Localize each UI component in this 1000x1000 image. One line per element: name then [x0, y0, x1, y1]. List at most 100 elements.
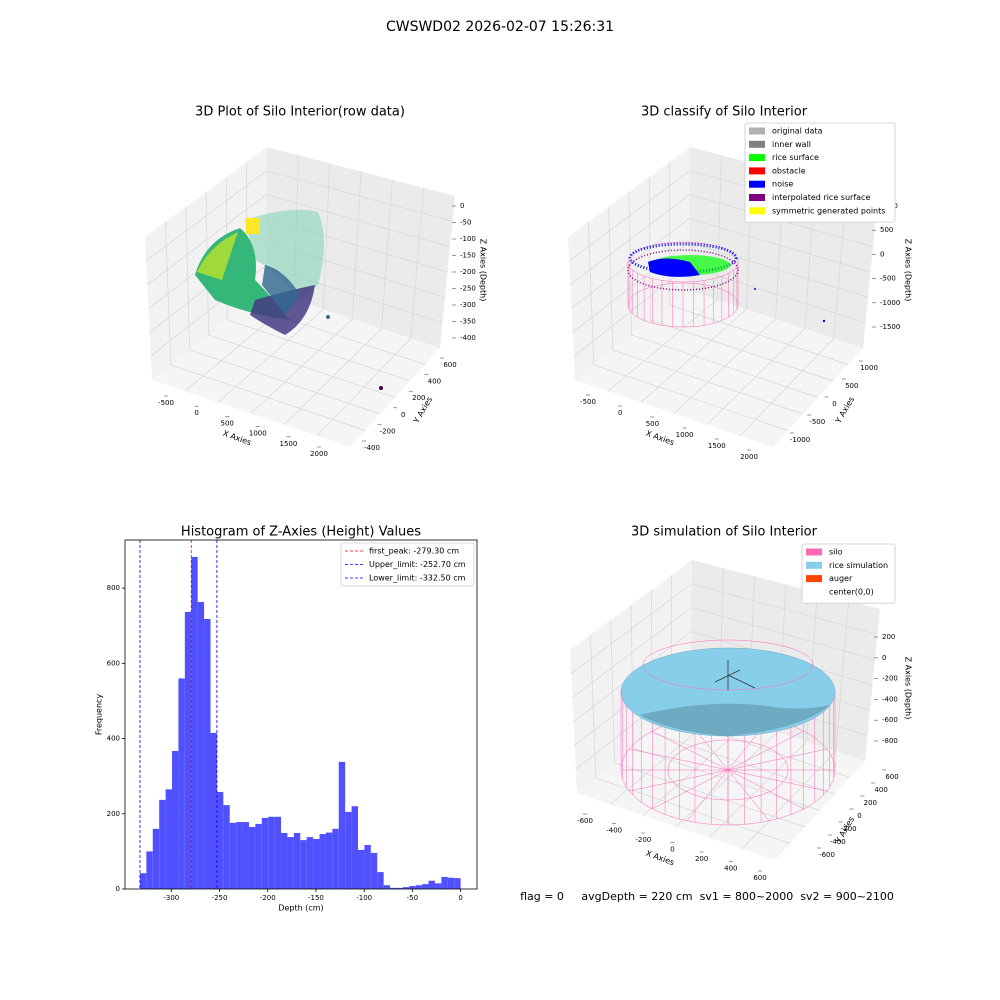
- legend-label: first_peak: -279.30 cm: [369, 547, 459, 556]
- y-tick-label: -200: [380, 427, 396, 435]
- x-tick-label: -150: [308, 894, 324, 902]
- legend-swatch: [749, 127, 765, 135]
- z-tick-label: 0: [882, 654, 886, 662]
- hist-bar: [300, 840, 307, 889]
- x-tick-label: 600: [753, 874, 766, 882]
- y-tick-label: 500: [845, 382, 858, 390]
- hist-bar: [223, 805, 230, 889]
- z-tick-label: -400: [882, 695, 898, 703]
- legend-box: [801, 543, 896, 604]
- hist-bar: [139, 873, 147, 889]
- hist-bar: [409, 885, 416, 889]
- x-axis-label: Depth (cm): [278, 904, 323, 913]
- noise-blob: [648, 258, 700, 277]
- pane-back: [265, 147, 455, 348]
- z-tick-label: -300: [460, 301, 476, 309]
- legend-swatch: [806, 588, 822, 596]
- legend-label: noise: [772, 180, 793, 189]
- legend-swatch: [749, 180, 765, 188]
- silo-wire: [629, 769, 729, 792]
- silo-wire: [727, 748, 827, 771]
- subplot-title: Histogram of Z-Axies (Height) Values: [181, 525, 421, 540]
- cloud-blue: [262, 265, 300, 315]
- hist-bar: [229, 822, 237, 889]
- x-tick-label: -500: [580, 398, 596, 406]
- figure-title: CWSWD02 2026-02-07 15:26:31: [386, 19, 614, 35]
- x-tick-label: 1000: [676, 431, 694, 439]
- hist-bar: [415, 885, 423, 889]
- legend-swatch: [749, 154, 765, 162]
- subplot-title: 3D Plot of Silo Interior(row data): [195, 105, 405, 120]
- y-tick-label: -600: [819, 851, 835, 859]
- z-tick-label: 200: [882, 633, 895, 641]
- hist-bar: [325, 832, 333, 889]
- legend-swatch: [749, 194, 765, 201]
- y-tick-label: -1000: [790, 436, 810, 444]
- hist-bar: [204, 618, 211, 889]
- outlier: [326, 315, 330, 319]
- z-tick-label: -350: [460, 318, 476, 326]
- z-tick-label: -600: [882, 716, 898, 724]
- legend-box: [340, 542, 475, 587]
- legend-swatch: [749, 140, 765, 148]
- x-tick-label: 500: [646, 420, 659, 428]
- z-tick-label: -50: [460, 219, 471, 227]
- silo-wire: [727, 769, 827, 792]
- hist-bar: [345, 811, 352, 889]
- z-tick-label: -500: [880, 275, 896, 283]
- hist-bar: [216, 791, 224, 889]
- y-tick-label: -400: [364, 444, 380, 452]
- legend-label: symmetric generated points: [772, 206, 885, 215]
- rice-shade: [640, 703, 830, 736]
- silo-wire: [686, 769, 729, 821]
- hist-bar: [191, 556, 198, 889]
- legend-label: inner wall: [772, 140, 811, 149]
- legend-swatch: [806, 575, 822, 583]
- hist-bar: [184, 611, 192, 889]
- hist-bar: [159, 799, 166, 889]
- hist-bar: [172, 750, 179, 889]
- hist-bar: [357, 849, 365, 889]
- hist-bar: [383, 885, 391, 889]
- y-tick-label: 400: [107, 735, 120, 743]
- silo-wire: [629, 748, 729, 771]
- pane-left: [568, 147, 690, 380]
- legend-label: interpolated rice surface: [772, 193, 870, 202]
- y-tick-label: 600: [443, 361, 456, 369]
- auger: [714, 669, 741, 683]
- y-tick-label: 1000: [860, 364, 878, 372]
- hist-bar: [319, 834, 326, 889]
- hist-bar: [370, 852, 378, 889]
- x-tick-label: -500: [158, 399, 174, 407]
- z-tick-label: 500: [880, 226, 893, 234]
- z-tick-label: -800: [882, 737, 898, 745]
- hist-bar: [268, 816, 275, 889]
- noise-point: [754, 288, 756, 290]
- hist-bar: [428, 880, 435, 889]
- silo-wire: [727, 769, 770, 821]
- cloud-yellow: [246, 218, 260, 234]
- outlier: [379, 386, 383, 390]
- subplot-title: 3D simulation of Silo Interior: [631, 525, 818, 540]
- y-tick-label: 200: [107, 810, 120, 818]
- legend-label: center(0,0): [829, 587, 874, 596]
- x-tick-label: 0: [194, 409, 198, 417]
- y-tick-label: 400: [428, 378, 441, 386]
- x-tick-label: 500: [221, 419, 234, 427]
- y-tick-label: 0: [832, 400, 836, 408]
- x-tick-label: 1000: [249, 430, 267, 438]
- y-axis-label: Frequency: [95, 694, 104, 736]
- y-tick-label: 200: [412, 394, 425, 402]
- hist-bar: [274, 816, 282, 889]
- z-axis-label: Z Axies (Depth): [479, 239, 488, 302]
- x-tick-label: 0: [670, 846, 674, 854]
- noise-point: [822, 319, 826, 323]
- z-tick-label: -400: [460, 334, 476, 342]
- hist-bar: [390, 887, 397, 889]
- cloud-teal: [245, 209, 324, 300]
- z-tick-label: -150: [460, 252, 476, 260]
- auger: [727, 674, 756, 689]
- z-tick-label: -1500: [880, 323, 900, 331]
- pane-floor: [575, 290, 863, 447]
